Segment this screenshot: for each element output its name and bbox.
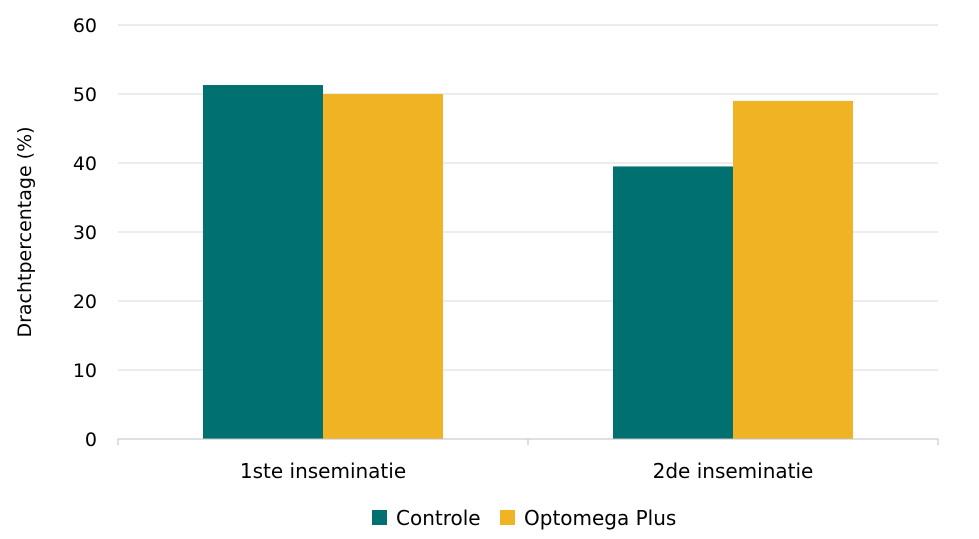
y-tick-label: 40 [73, 153, 97, 175]
legend-swatch [372, 510, 387, 525]
y-tick-label: 0 [85, 429, 97, 451]
y-tick-label: 60 [73, 15, 97, 37]
legend-label: Optomega Plus [524, 506, 676, 530]
bar-optomega-plus [733, 100, 853, 440]
legend-swatch [500, 510, 515, 525]
y-tick-label: 20 [73, 291, 97, 313]
y-tick-label: 50 [73, 84, 97, 106]
bars [118, 85, 938, 440]
x-category-label: 2de inseminatie [653, 459, 814, 483]
bar-optomega-plus [323, 94, 443, 439]
x-axis: 1ste inseminatie 2de inseminatie [240, 459, 814, 483]
x-category-label: 1ste inseminatie [240, 459, 406, 483]
y-tick-label: 10 [73, 360, 97, 382]
y-axis-title: Drachtpercentage (%) [14, 126, 36, 337]
legend: Controle Optomega Plus [372, 506, 676, 530]
y-tick-label: 30 [73, 222, 97, 244]
bar-controle [613, 166, 733, 439]
bar-controle [203, 85, 323, 439]
legend-label: Controle [396, 506, 481, 530]
y-axis: 0 10 20 30 40 50 60 [73, 15, 97, 451]
